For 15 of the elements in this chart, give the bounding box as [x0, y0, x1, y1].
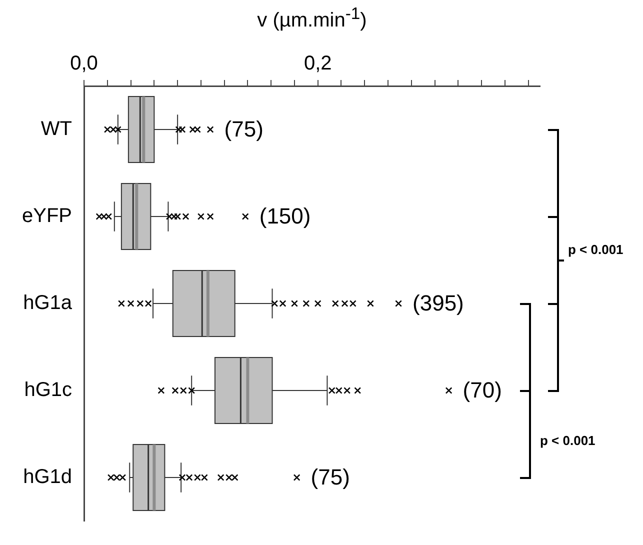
- y-tick-label: hG1a: [23, 292, 73, 314]
- annotation: p < 0.001: [540, 433, 596, 448]
- annotation: (75): [310, 464, 350, 490]
- y-tick-label: hG1c: [24, 379, 72, 402]
- annotation: (150): [259, 204, 311, 229]
- x-tick-label: 0,0: [70, 52, 98, 75]
- text: p < 0.001: [568, 242, 624, 257]
- y-tick-label: WT: [40, 118, 72, 140]
- annotation: (70): [462, 378, 502, 403]
- annotation: (75): [224, 116, 264, 142]
- annotation: (395): [412, 290, 464, 316]
- x-axis-title: v (µm.min$^{-1}$): [256, 4, 368, 33]
- y-tick-label: eYFP: [22, 205, 72, 228]
- x-tick-label: 0,2: [304, 52, 332, 75]
- y-tick-label: hG1d: [23, 466, 72, 488]
